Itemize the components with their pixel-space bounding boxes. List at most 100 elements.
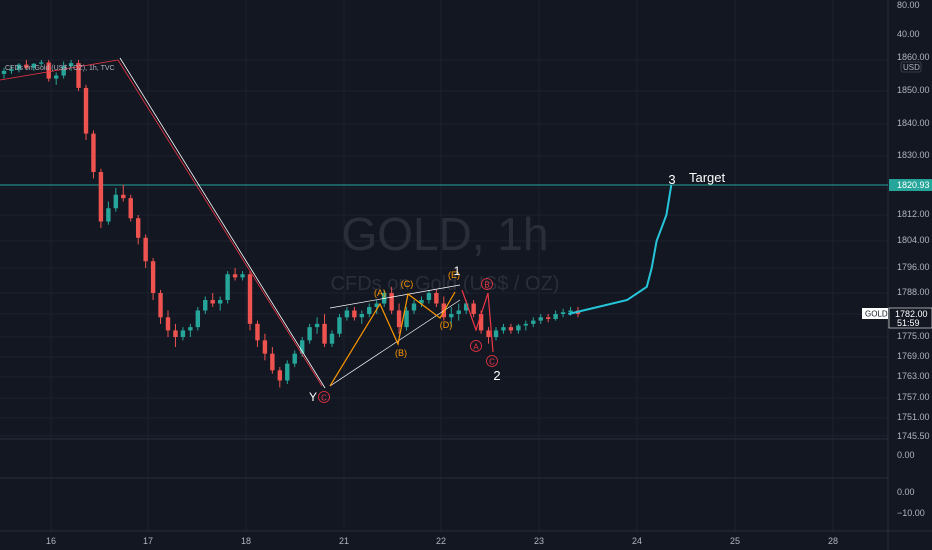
candle-body bbox=[24, 64, 29, 68]
indicator2-label-top: 0.00 bbox=[897, 487, 915, 497]
target-label: Target bbox=[689, 170, 726, 185]
candle-body bbox=[143, 237, 148, 262]
candle-body bbox=[501, 327, 506, 331]
candle-body bbox=[449, 314, 454, 318]
candle-body bbox=[68, 63, 74, 67]
candle-body bbox=[195, 310, 201, 328]
candle-body bbox=[240, 274, 245, 278]
price-tick-label: 1840.00 bbox=[897, 118, 930, 128]
candle-body bbox=[307, 327, 312, 341]
time-tick-label: 22 bbox=[436, 536, 446, 546]
time-tick-label: 16 bbox=[46, 536, 56, 546]
candle-body bbox=[113, 194, 119, 209]
projection-path[interactable] bbox=[568, 184, 673, 315]
candle-body bbox=[180, 330, 186, 337]
wave-label-e: (E) bbox=[448, 270, 460, 280]
candle-body bbox=[389, 293, 394, 311]
candle-body bbox=[560, 312, 566, 314]
time-tick-label: 24 bbox=[632, 536, 642, 546]
candle-body bbox=[419, 300, 424, 304]
last-price-text: 1782.00 bbox=[895, 309, 928, 319]
candle-body bbox=[53, 75, 59, 79]
candle-body bbox=[463, 303, 469, 311]
candle-body bbox=[314, 323, 320, 328]
candle-body bbox=[322, 323, 327, 344]
time-axis[interactable]: 16 17 18 21 22 23 24 25 28 bbox=[46, 536, 838, 546]
price-tick-label: 1860.00 bbox=[897, 52, 930, 62]
candle-body bbox=[210, 300, 215, 304]
trend-line-red[interactable] bbox=[117, 59, 323, 387]
abc-correction-line[interactable] bbox=[461, 289, 494, 353]
watermark-description: CFDs on Gold (US$ / OZ) bbox=[331, 273, 560, 295]
candle-body bbox=[471, 303, 476, 314]
candle-body bbox=[367, 307, 372, 314]
candle-body bbox=[292, 353, 297, 364]
candle-body bbox=[523, 323, 529, 326]
wave-label-d: (D) bbox=[440, 320, 453, 330]
time-tick-label: 25 bbox=[730, 536, 740, 546]
candle-body bbox=[374, 303, 379, 307]
countdown-text: 51:59 bbox=[897, 318, 920, 328]
candle-body bbox=[173, 330, 178, 337]
abcde-wave-line[interactable] bbox=[329, 291, 456, 387]
candle-body bbox=[396, 310, 402, 328]
candle-body bbox=[344, 310, 350, 318]
currency-badge[interactable] bbox=[900, 61, 922, 73]
circled-b-marker bbox=[481, 278, 493, 290]
candle-body bbox=[98, 172, 104, 222]
candle-body bbox=[91, 133, 96, 172]
price-tick-label: 1812.00 bbox=[897, 209, 930, 219]
circled-c-label: C bbox=[321, 394, 327, 403]
triangle-lower-line[interactable] bbox=[329, 299, 461, 387]
candle-body bbox=[121, 194, 126, 199]
trend-line-white[interactable] bbox=[119, 57, 326, 389]
wave-label-c: (C) bbox=[401, 279, 414, 289]
price-axis[interactable]: 80.00 40.00 1860.00 1850.00 1840.00 1830.00 18… bbox=[897, 0, 930, 441]
wave-label-3: 3 bbox=[668, 172, 675, 187]
candle-body bbox=[456, 310, 461, 314]
candle-body bbox=[76, 63, 81, 88]
target-price-tag-text: 1820.93 bbox=[897, 180, 930, 190]
last-price-tag bbox=[888, 307, 932, 329]
circled-c-label-2: C bbox=[489, 358, 495, 367]
circled-c-marker-2 bbox=[486, 355, 498, 367]
indicator-axis-2[interactable]: 0.00 −10.00 bbox=[897, 487, 925, 518]
candle-body bbox=[39, 62, 44, 64]
price-tick-label: 1763.00 bbox=[897, 371, 930, 381]
circled-c-marker bbox=[318, 391, 330, 403]
watermark-symbol: GOLD, 1h bbox=[341, 208, 548, 260]
wave-label-1: 1 bbox=[454, 264, 461, 278]
candle-body bbox=[352, 310, 357, 318]
symbol-legend[interactable]: CFDs on Gold (US$ / OZ), 1h, TVC bbox=[5, 65, 115, 72]
candle-body bbox=[225, 274, 230, 300]
candle-body bbox=[158, 293, 163, 318]
candle-body bbox=[493, 330, 499, 337]
indicator-axis-1[interactable]: 0.00 bbox=[897, 450, 915, 460]
circled-b-label: B bbox=[484, 281, 489, 290]
symbol-tag-text: GOLD bbox=[865, 310, 888, 319]
circled-a-marker bbox=[470, 340, 482, 352]
candle-body bbox=[128, 198, 133, 219]
time-tick-label: 23 bbox=[534, 536, 544, 546]
candle-body bbox=[568, 310, 573, 313]
indicator2-label-bottom: −10.00 bbox=[897, 508, 925, 518]
price-tick-label: 1850.00 bbox=[897, 85, 930, 95]
time-tick-label: 21 bbox=[339, 536, 349, 546]
wave-label-2: 2 bbox=[493, 368, 500, 383]
candle-body bbox=[135, 218, 141, 238]
price-tick-label: 1757.00 bbox=[897, 392, 930, 402]
candle-body bbox=[486, 330, 491, 337]
candle-body bbox=[553, 314, 558, 319]
triangle-upper-line[interactable] bbox=[329, 284, 461, 309]
price-tick-label: 1788.00 bbox=[897, 287, 930, 297]
candle-body bbox=[217, 300, 223, 304]
candle-body bbox=[359, 314, 365, 318]
candle-body bbox=[299, 340, 305, 354]
candle-body bbox=[106, 208, 111, 222]
price-tick-label: 1804.00 bbox=[897, 235, 930, 245]
price-tick-label: 1830.00 bbox=[897, 150, 930, 160]
candle-body bbox=[61, 66, 66, 76]
candle-body bbox=[262, 340, 268, 354]
trend-line-red-left[interactable] bbox=[0, 59, 119, 81]
